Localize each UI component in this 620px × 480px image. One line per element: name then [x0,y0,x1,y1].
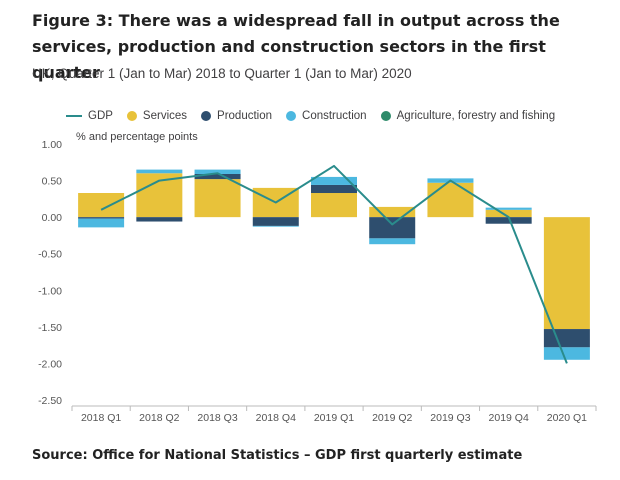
x-tick-label: 2018 Q3 [197,412,237,424]
bar-production [194,173,241,180]
bar-services [311,193,357,218]
y-tick-label: -0.50 [38,249,62,261]
bar-production [136,217,183,222]
bar-production [485,217,532,224]
x-tick-label: 2019 Q3 [430,412,470,424]
bar-production [543,329,590,348]
x-tick-label: 2018 Q2 [139,412,179,424]
y-tick-label: 0.50 [42,176,63,188]
legend-label: GDP [88,110,113,122]
y-tick-label: -1.00 [38,285,62,297]
bar-production [311,184,357,194]
legend-dot-swatch [380,111,391,121]
bar-production [252,217,299,226]
x-tick-label: 2019 Q4 [489,412,529,424]
bar-production [78,217,125,219]
bar-services [543,217,590,330]
legend-dot-swatch [126,111,137,121]
gdp-line [100,164,568,364]
y-tick-label: -2.00 [38,358,62,370]
legend-dot-swatch [286,111,297,121]
x-tick-label: 2019 Q1 [314,412,354,424]
chart-title: Figure 3: There was a widespread fall in… [32,11,560,82]
bar-services [78,193,125,218]
bar-construction [543,347,590,360]
bar-construction [78,218,125,228]
bar-services [427,182,474,218]
legend-label: Production [217,110,273,122]
chart-plot: 1.00 0.50 0.00 -0.50 -1.00 -1.50 -2.00 -2.50 201… [38,139,597,424]
bar-construction [311,176,357,185]
bar-construction [252,225,299,227]
x-tick-label: 2020 Q1 [547,412,587,424]
bar-construction [194,169,241,174]
legend-dot-swatch [201,111,212,121]
x-tick-label: 2018 Q4 [256,412,296,424]
x-tick-label: 2019 Q2 [372,412,412,424]
chart-legend: GDP Services Production Construction Agricul… [66,108,569,124]
legend-item: GDP [66,110,113,122]
bar-construction [485,207,532,210]
bar-services [194,179,241,218]
legend-label: Construction [302,110,367,122]
bar-production [369,217,416,239]
bar-construction [369,238,416,245]
x-tick-label: 2018 Q1 [81,412,121,424]
bar-services [485,209,532,218]
legend-label: Agriculture, forestry and fishing [396,110,556,122]
legend-item: Agriculture, forestry and fishing [380,110,556,122]
y-tick-label: -2.50 [38,395,62,407]
legend-item: Services [126,110,188,122]
y-tick-label: -1.50 [38,322,62,334]
y-axis-label: % and percentage points [76,131,198,143]
bar-services [369,206,416,218]
y-tick-label: 0.00 [42,212,63,224]
source-note: Source: Office for National Statistics –… [32,448,523,463]
legend-item: Production [201,110,272,122]
y-tick-label: 1.00 [42,139,63,151]
legend-line-swatch [66,115,82,117]
chart-subtitle: UK, Quarter 1 (Jan to Mar) 2018 to Quart… [32,66,412,81]
legend-item: Construction [286,110,367,122]
legend-label: Services [142,110,188,122]
bar-construction [136,169,183,174]
